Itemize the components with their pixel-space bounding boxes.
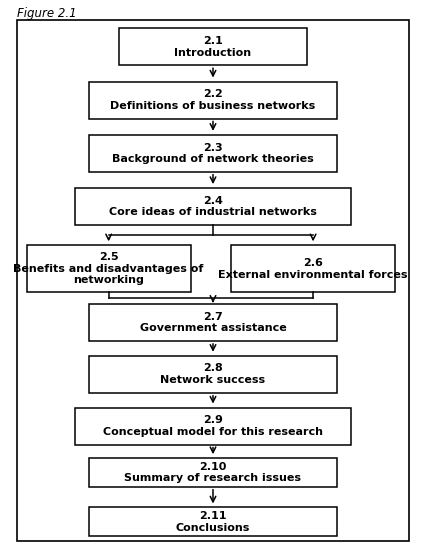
FancyBboxPatch shape: [89, 507, 337, 536]
Text: 2.4
Core ideas of industrial networks: 2.4 Core ideas of industrial networks: [109, 196, 317, 217]
Text: 2.3
Background of network theories: 2.3 Background of network theories: [112, 143, 314, 164]
FancyBboxPatch shape: [89, 356, 337, 393]
FancyBboxPatch shape: [89, 135, 337, 172]
FancyBboxPatch shape: [89, 81, 337, 118]
Text: 2.1
Introduction: 2.1 Introduction: [174, 36, 252, 57]
Text: 2.8
Network success: 2.8 Network success: [161, 364, 265, 385]
Text: 2.6
External environmental forces: 2.6 External environmental forces: [219, 258, 408, 280]
FancyBboxPatch shape: [75, 407, 351, 444]
FancyBboxPatch shape: [89, 304, 337, 341]
FancyBboxPatch shape: [231, 245, 395, 292]
FancyBboxPatch shape: [75, 188, 351, 225]
FancyBboxPatch shape: [119, 28, 307, 66]
Text: 2.10
Summary of research issues: 2.10 Summary of research issues: [124, 461, 302, 483]
FancyBboxPatch shape: [89, 458, 337, 486]
Text: Figure 2.1: Figure 2.1: [17, 7, 77, 20]
Text: 2.9
Conceptual model for this research: 2.9 Conceptual model for this research: [103, 416, 323, 437]
FancyBboxPatch shape: [26, 245, 191, 292]
Text: 2.2
Definitions of business networks: 2.2 Definitions of business networks: [110, 89, 316, 111]
Text: 2.11
Conclusions: 2.11 Conclusions: [176, 511, 250, 532]
Text: 2.5
Benefits and disadvantages of
networking: 2.5 Benefits and disadvantages of networ…: [14, 252, 204, 286]
Text: 2.7
Government assistance: 2.7 Government assistance: [140, 312, 286, 333]
